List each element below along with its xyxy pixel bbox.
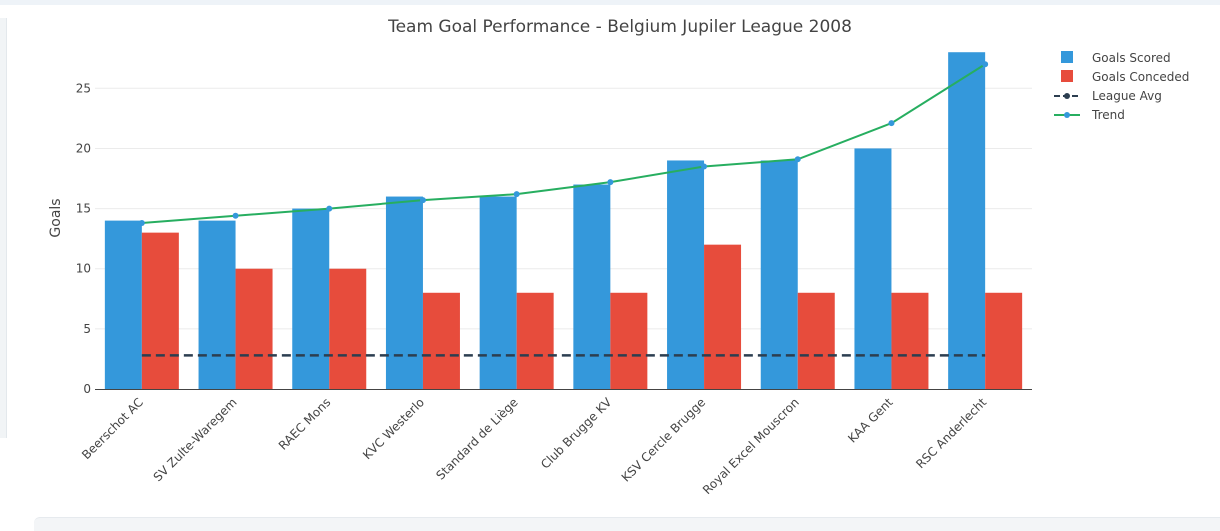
bars[interactable] [104, 52, 1023, 389]
lines[interactable] [138, 61, 989, 357]
bar-goals-conceded[interactable] [329, 268, 367, 389]
y-axis-label: Goals [48, 198, 64, 237]
legend-swatch[interactable] [1061, 70, 1073, 82]
bottom-panel [34, 517, 1220, 531]
legend-marker[interactable] [1064, 93, 1070, 99]
x-tick-label: Club Brugge KV [538, 395, 615, 472]
x-tick-label: KAA Gent [845, 395, 896, 446]
bar-goals-scored[interactable] [479, 196, 517, 389]
bar-goals-scored[interactable] [292, 208, 330, 389]
trend-point[interactable] [701, 163, 708, 170]
bar-goals-scored[interactable] [573, 184, 611, 389]
bar-goals-conceded[interactable] [797, 292, 835, 389]
trend-point[interactable] [607, 179, 614, 186]
y-tick-label: 15 [76, 202, 91, 216]
bar-goals-conceded[interactable] [704, 244, 742, 389]
legend-marker[interactable] [1064, 112, 1070, 118]
legend-label[interactable]: League Avg [1092, 89, 1162, 103]
x-tick-label: KVC Westerlo [360, 395, 427, 462]
legend-label[interactable]: Goals Scored [1092, 51, 1171, 65]
top-strip [0, 0, 1220, 5]
legend-swatch[interactable] [1061, 51, 1073, 63]
bar-goals-conceded[interactable] [235, 268, 273, 389]
bar-goals-conceded[interactable] [610, 292, 648, 389]
trend-point[interactable] [232, 212, 239, 219]
x-tick-label: Royal Excel Mouscron [700, 395, 802, 497]
legend[interactable]: Goals Scored Goals Conceded League Avg Tren… [1054, 51, 1189, 122]
x-tick-label: RAEC Mons [276, 395, 334, 453]
bar-goals-scored[interactable] [198, 220, 236, 389]
trend-point[interactable] [419, 197, 426, 204]
bar-goals-conceded[interactable] [141, 232, 179, 389]
trend-point[interactable] [513, 191, 520, 198]
x-tick-label: SV Zulte-Waregem [151, 395, 240, 484]
trend-point[interactable] [982, 61, 989, 68]
bar-goals-conceded[interactable] [985, 292, 1023, 389]
left-panel [0, 18, 7, 438]
bar-goals-scored[interactable] [760, 160, 798, 389]
x-tick-label: Standard de Liège [433, 395, 520, 482]
y-tick-label: 20 [76, 141, 91, 155]
chart-title: Team Goal Performance - Belgium Jupiler … [387, 17, 852, 37]
bar-goals-scored[interactable] [385, 196, 423, 389]
bar-goals-scored[interactable] [948, 52, 986, 389]
y-tick-label: 5 [83, 322, 91, 336]
trend-line[interactable] [141, 63, 986, 225]
trend-point[interactable] [138, 220, 145, 227]
bar-goals-scored[interactable] [104, 220, 142, 389]
y-tick-label: 25 [76, 81, 91, 95]
legend-label[interactable]: Trend [1091, 108, 1125, 122]
bar-goals-scored[interactable] [854, 148, 892, 389]
x-tick-label: RSC Anderlecht [913, 395, 989, 471]
chart: 0 5 10 15 20 25 Beerschot AC SV Zulte-Waregem RA… [48, 17, 1189, 497]
trend-point[interactable] [794, 156, 801, 163]
bar-goals-conceded[interactable] [422, 292, 460, 389]
y-tick-label: 0 [83, 382, 91, 396]
trend-point[interactable] [888, 120, 895, 127]
bar-goals-scored[interactable] [667, 160, 705, 389]
bar-goals-conceded[interactable] [891, 292, 929, 389]
x-tick-label: KSV Cercle Brugge [619, 395, 708, 484]
trend-point[interactable] [326, 205, 333, 212]
bar-goals-conceded[interactable] [516, 292, 554, 389]
x-tick-label: Beerschot AC [79, 395, 146, 462]
legend-label[interactable]: Goals Conceded [1092, 70, 1189, 84]
y-tick-label: 10 [76, 262, 91, 276]
